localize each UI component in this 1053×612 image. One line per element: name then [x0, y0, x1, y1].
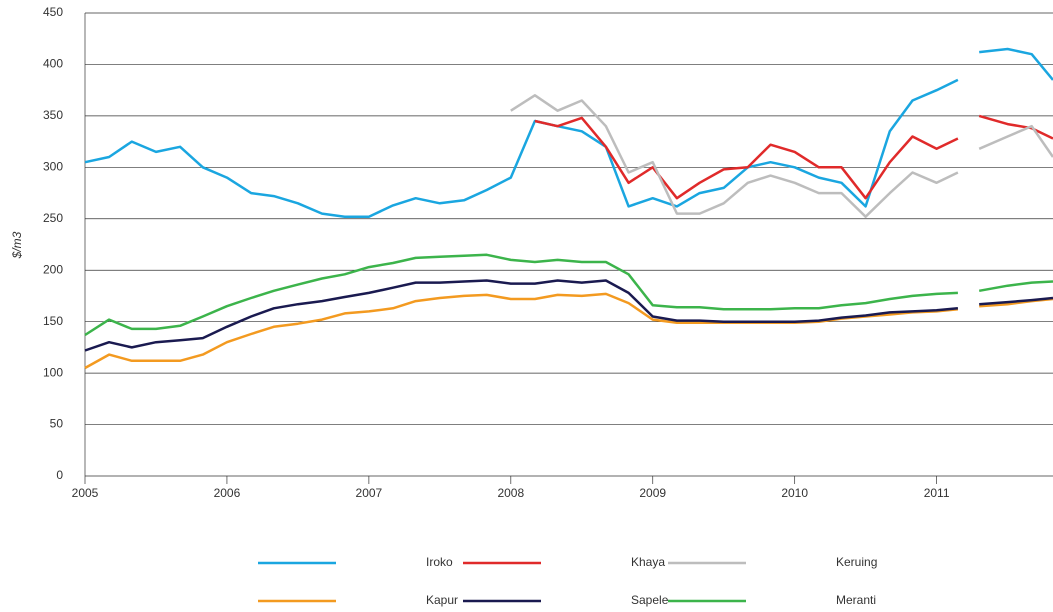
x-tick-label: 2011: [924, 486, 950, 500]
x-tick-label: 2009: [639, 486, 666, 500]
y-tick-label: 200: [43, 262, 63, 276]
legend-label: Meranti: [836, 593, 876, 607]
series-line: [84, 279, 1053, 352]
legend-label: Iroko: [426, 555, 453, 569]
y-tick-label: 100: [43, 365, 63, 379]
y-tick-label: 450: [43, 5, 63, 19]
y-axis-label: $/m3: [10, 231, 24, 259]
x-tick-label: 2008: [497, 486, 524, 500]
x-tick-label: 2007: [356, 486, 383, 500]
series-line: [534, 114, 1053, 200]
y-tick-label: 300: [43, 160, 63, 174]
series-line: [510, 94, 1053, 218]
legend-label: Khaya: [631, 555, 665, 569]
legend-label: Keruing: [836, 555, 877, 569]
y-tick-label: 150: [43, 314, 63, 328]
x-tick-label: 2005: [72, 486, 99, 500]
series-line: [84, 253, 1053, 337]
y-tick-label: 50: [50, 417, 64, 431]
y-tick-label: 350: [43, 108, 63, 122]
x-tick-label: 2006: [214, 486, 241, 500]
y-tick-label: 250: [43, 211, 63, 225]
y-tick-label: 400: [43, 57, 63, 71]
x-tick-label: 2010: [781, 486, 808, 500]
y-tick-label: 0: [56, 468, 63, 482]
legend-label: Sapele: [631, 593, 669, 607]
legend-label: Kapur: [426, 593, 458, 607]
series-line: [84, 47, 1053, 218]
